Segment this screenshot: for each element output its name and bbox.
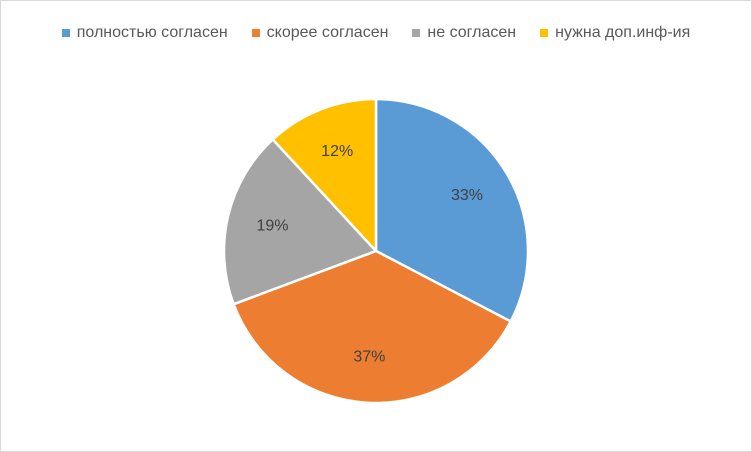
legend-label-1: полностью согласен bbox=[76, 24, 228, 41]
pie-slice-2 bbox=[232, 249, 512, 405]
legend-swatch-4 bbox=[540, 29, 549, 37]
legend-label-4: нужна доп.инф-ия bbox=[555, 24, 691, 41]
legend-item-4: нужна доп.инф-ия bbox=[540, 24, 690, 42]
legend-swatch-2 bbox=[251, 29, 260, 37]
pie-slice-3 bbox=[222, 138, 378, 306]
legend-swatch-1 bbox=[61, 29, 70, 37]
legend-swatch-3 bbox=[412, 29, 421, 37]
data-label-4: 12% bbox=[321, 143, 353, 160]
legend-item-3: не согласен bbox=[412, 24, 516, 42]
data-label-3: 19% bbox=[256, 218, 288, 235]
data-label-1: 33% bbox=[451, 187, 483, 204]
legend-label-2: скорее согласен bbox=[266, 24, 389, 41]
legend-item-1: полностью согласен bbox=[61, 24, 228, 42]
pie-slice-1 bbox=[374, 97, 530, 323]
legend-label-3: не согласен bbox=[427, 24, 517, 41]
legend-item-2: скорее согласен bbox=[251, 24, 389, 42]
data-label-2: 37% bbox=[353, 348, 385, 365]
pie-slice-4 bbox=[271, 97, 378, 253]
legend: полностью согласен скорее согласен не со… bbox=[1, 22, 751, 44]
